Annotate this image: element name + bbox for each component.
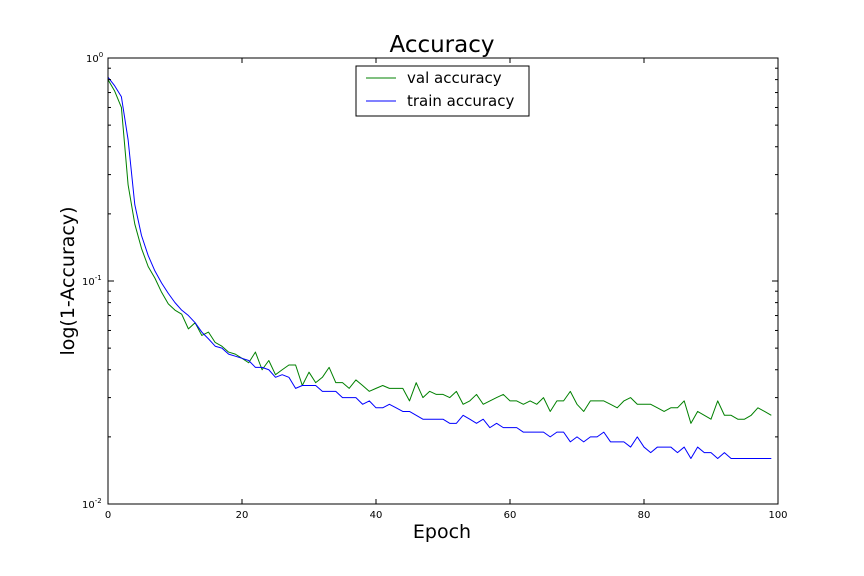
series-line-train-accuracy [107,76,772,459]
legend: val accuracy train accuracy [355,65,530,117]
x-tick-label: 80 [638,510,651,521]
y-tick-label: 10-2 [82,497,102,511]
x-axis-label: Epoch [413,521,471,543]
legend-label: val accuracy [407,69,502,87]
x-tick-label: 40 [370,510,383,521]
x-tick-label: 100 [768,510,787,521]
x-tick-label: 20 [236,510,249,521]
x-tick-label: 60 [504,510,517,521]
y-tick-label: 10-1 [82,274,102,288]
x-tick-label: 0 [105,510,111,521]
y-tick-label: 100 [86,51,103,65]
legend-box [355,65,530,117]
chart-title: Accuracy [389,32,494,58]
y-axis-label: log(1-Accuracy) [57,206,79,355]
plot-area: 0 20 40 60 80 100 100 10-1 10-2 [82,51,788,521]
series-line-val-accuracy [107,79,772,424]
legend-label: train accuracy [407,92,514,110]
